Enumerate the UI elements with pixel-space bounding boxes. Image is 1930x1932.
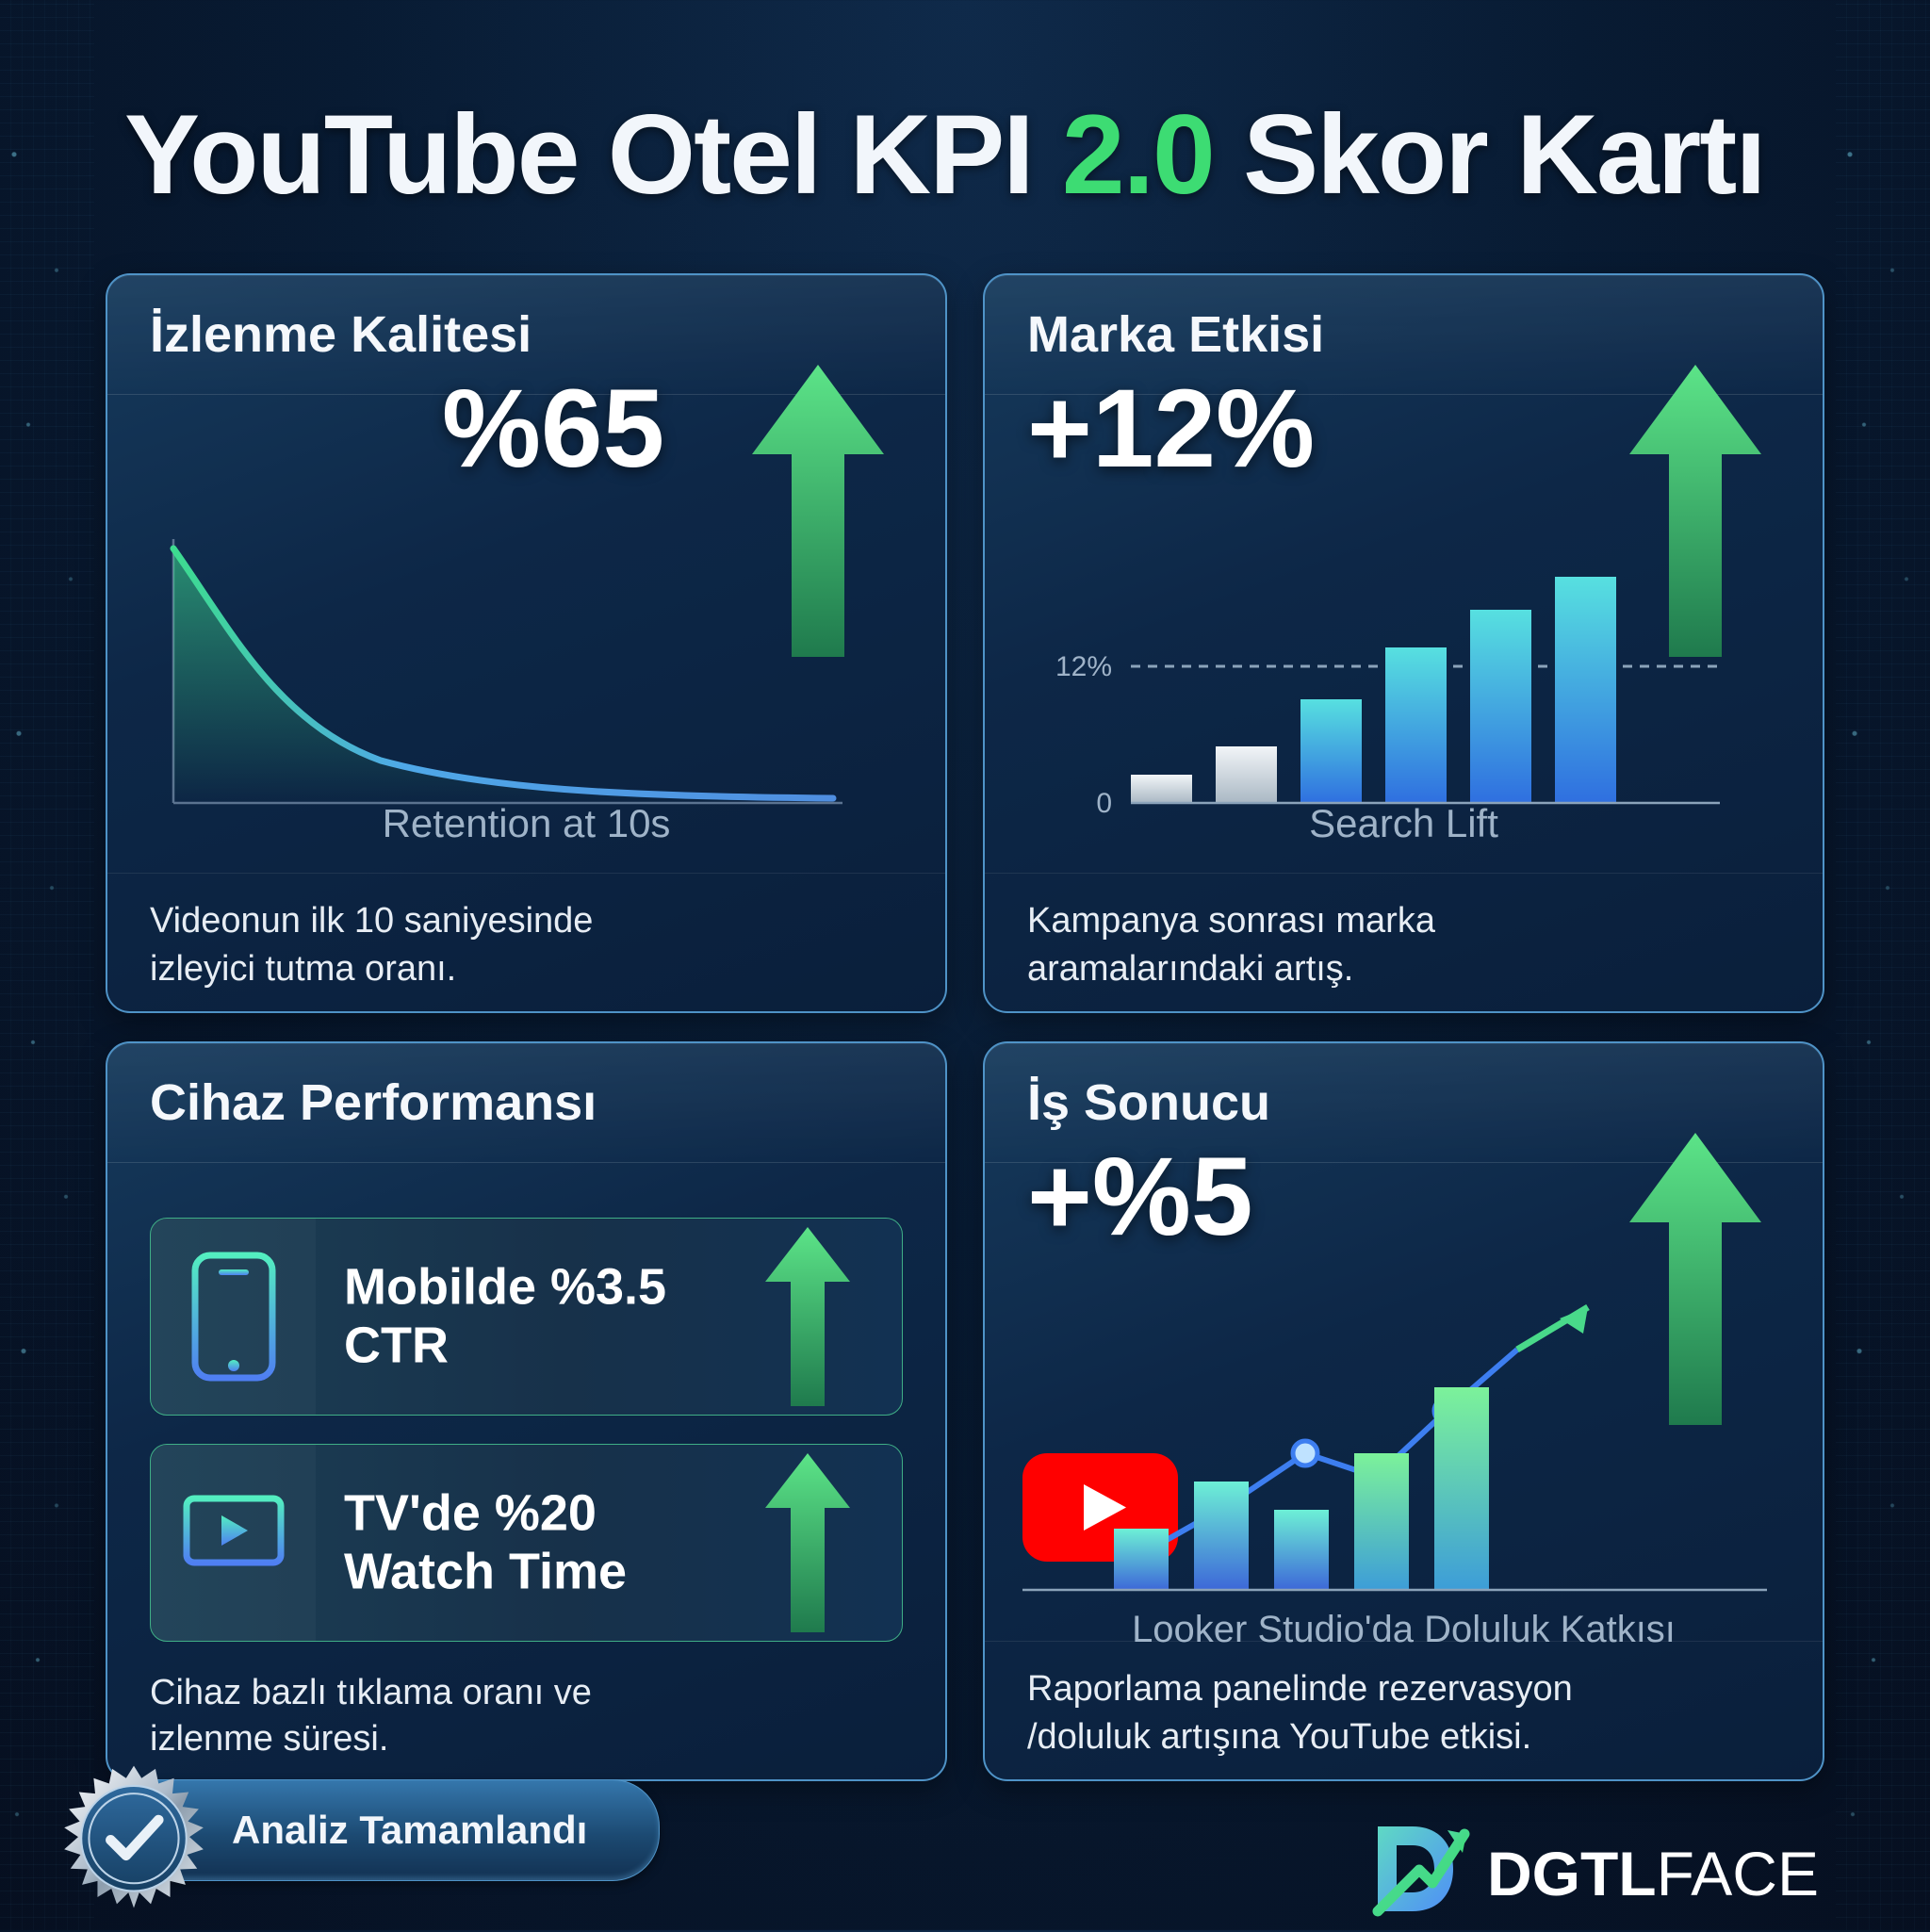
svg-text:12%: 12% [1055, 651, 1112, 682]
